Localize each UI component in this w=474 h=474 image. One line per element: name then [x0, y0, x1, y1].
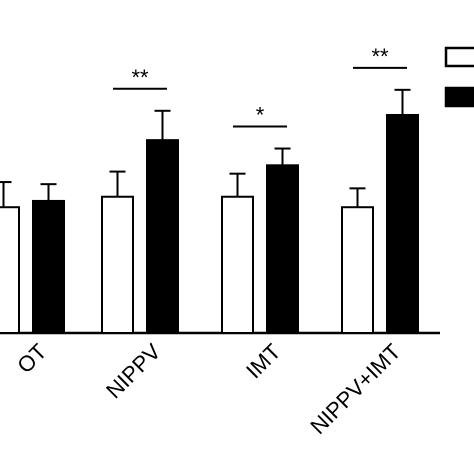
bar-series-1-0	[32, 199, 65, 334]
legend-swatch-0	[444, 46, 474, 68]
significance-label: **	[371, 44, 389, 69]
bar-series-0-0	[0, 206, 20, 335]
x-tick-label: IMT	[241, 339, 285, 383]
bar-series-0-3	[341, 206, 374, 335]
significance-label: *	[256, 103, 265, 128]
x-tick-label: NIPPV	[101, 339, 166, 404]
significance-label: **	[131, 65, 149, 90]
bar-series-0-2	[221, 195, 254, 334]
legend-swatch-1	[444, 86, 474, 108]
x-tick-label: NIPPV+IMT	[305, 339, 405, 439]
bar-series-0-1	[101, 195, 134, 334]
x-tick-label: OT	[12, 339, 51, 378]
bar-series-1-2	[266, 164, 299, 334]
bar-series-1-3	[386, 113, 419, 334]
bar-series-1-1	[146, 139, 179, 334]
